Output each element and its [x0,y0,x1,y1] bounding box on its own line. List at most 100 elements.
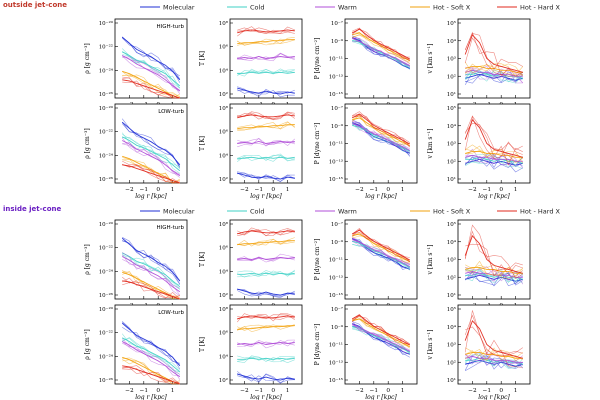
series-line-hot---soft-x [352,235,410,264]
ytick-label: 10⁻²² [99,44,113,51]
panel-frame [114,103,188,184]
ytick-label: 10⁻¹³ [329,359,343,366]
ytick-label: 10¹ [447,176,456,183]
ytick-label: 10⁻⁷ [331,20,344,27]
series-line-warm [237,53,295,61]
panel-velocity-3: 10⁵ 10⁴ 10³ 10² 10¹ v [km s⁻¹] −2 −1 0 1 log r [kp… [427,304,531,400]
legend-label: Cold [250,4,264,12]
ytick-label: 10² [219,176,228,183]
ytick-label: 10⁻⁷ [331,105,344,112]
series-line-hot---soft-x [237,238,295,247]
panel-frame [457,103,531,184]
series-line-hot---hard-x [464,319,523,359]
series-line-hot---soft-x [465,349,523,361]
series-line-hot---soft-x [352,318,410,346]
series-line-warm [351,323,410,355]
ylabel: v [km s⁻¹] [427,129,434,160]
series-line-hot---hard-x [122,280,180,300]
series-line-hot---hard-x [237,29,295,37]
ylabel: P [dyne cm⁻²] [314,239,321,281]
ylabel: T [K] [199,337,206,352]
ylabel: ρ [g cm⁻³] [84,329,91,360]
series-line-molecular [465,359,523,367]
legend-label: Hot - Hard X [520,208,561,216]
ytick-label: 10⁻⁹ [331,324,344,331]
series-line-warm [122,56,180,91]
series-line-hot---soft-x [352,34,410,60]
panel-frame [457,304,531,385]
series-line-warm [121,338,180,375]
series-line-molecular [237,89,295,94]
ytick-label: 10⁻¹¹ [329,56,343,63]
ytick-label: 10⁻¹⁵ [329,91,343,98]
series-line-molecular [237,373,295,382]
series-line-hot---hard-x [464,224,523,279]
series-line-molecular [237,86,295,98]
ytick-label: 10⁻¹¹ [329,257,343,264]
ytick-label: 10³ [447,257,456,264]
legend-label: Molecular [163,4,195,12]
series-line-cold [237,71,295,74]
ytick-label: 10⁴ [219,152,229,159]
series-line-molecular [122,322,180,365]
series-line-warm [351,121,410,153]
series-line-cold [237,356,295,364]
xtick-label: 0 [271,388,275,394]
xtick-label: 1 [401,187,405,193]
series-line-warm [465,355,523,363]
ytick-label: 10⁻²⁶ [99,91,114,98]
ytick-label: 10⁴ [447,239,457,246]
series-line-cold [352,243,410,265]
ylabel: P [dyne cm⁻²] [314,324,321,366]
series-line-hot---hard-x [352,231,410,263]
ytick-label: 10⁻⁹ [331,239,344,246]
series-line-hot---hard-x [237,314,295,320]
series-line-hot---soft-x [352,34,410,64]
ytick-label: 10⁻¹¹ [329,141,343,148]
series-line-hot---hard-x [464,31,523,77]
xlabel: log r [kpc] [250,394,282,400]
series-line-hot---hard-x [122,276,180,297]
series-line-cold [237,68,295,77]
ytick-label: 10⁻²⁰ [99,105,114,112]
series-line-warm [352,123,411,151]
series-line-hot---soft-x [465,145,524,164]
ytick-label: 10⁴ [219,67,229,74]
series-line-warm [237,138,296,147]
series-line-warm [122,143,180,178]
panel-density-1: 10⁻²⁰ 10⁻²² 10⁻²⁴ 10⁻²⁶ ρ [g cm⁻³] −2 −1 0 1 log … [84,103,188,200]
series-line-warm [352,236,410,266]
xtick-label: 0 [499,187,503,193]
legend-label: Cold [250,208,264,216]
series-line-hot---hard-x [236,313,295,323]
series-line-hot---hard-x [465,243,523,277]
ytick-label: 10⁻¹³ [329,73,343,80]
series-line-hot---hard-x [122,365,180,385]
series-line-hot---soft-x [122,359,180,385]
series-line-molecular [121,121,181,168]
series-line-warm [237,137,295,148]
series-line-molecular [465,70,524,83]
xtick-label: −1 [255,187,264,193]
series-line-molecular [237,171,295,180]
series-line-hot---soft-x [237,324,295,330]
series-line-hot---soft-x [464,63,524,76]
ytick-label: 10⁶ [219,44,229,51]
series-line-hot---hard-x [352,227,410,258]
ytick-label: 10² [219,292,228,299]
series-line-warm [465,351,523,365]
series-line-hot---hard-x [464,115,523,151]
xlabel: log r [kpc] [365,193,397,200]
ytick-label: 10⁻²⁶ [99,377,114,384]
xtick-label: −1 [140,187,149,193]
ytick-label: 10⁻⁹ [331,38,344,45]
ytick-label: 10⁸ [219,306,229,313]
ytick-label: 10⁻¹⁵ [329,176,343,183]
series-line-hot---hard-x [122,365,180,385]
series-line-warm [122,252,180,296]
